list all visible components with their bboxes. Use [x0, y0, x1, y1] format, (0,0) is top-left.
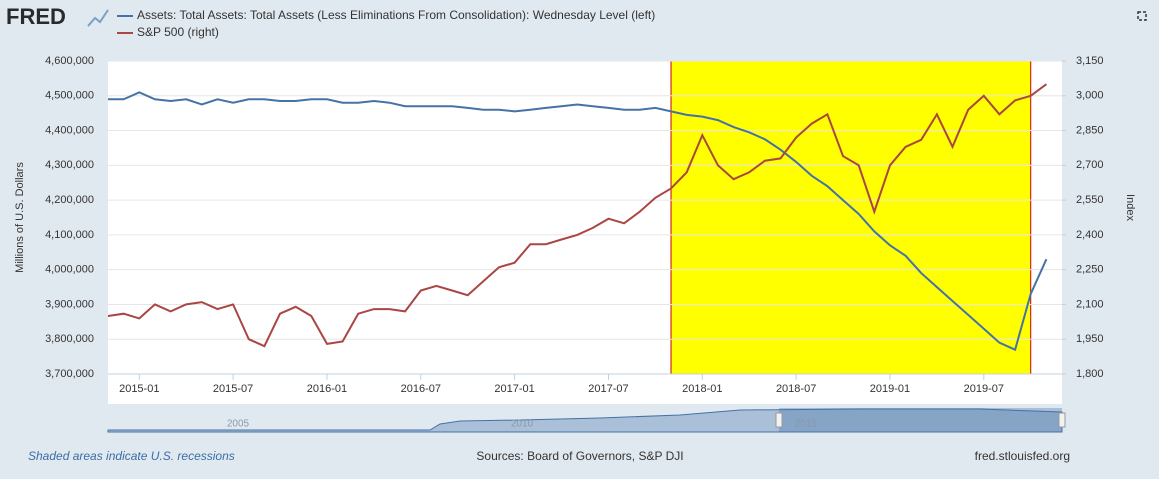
y-tick-label: 4,600,000 — [45, 55, 94, 67]
x-tick-label: 2019-01 — [870, 383, 910, 395]
y2-tick-label: 2,700 — [1076, 159, 1104, 171]
footer-sources: Sources: Board of Governors, S&P DJI — [476, 449, 683, 463]
logo-icon — [87, 9, 109, 27]
y2-axis-label: Index — [1124, 194, 1136, 221]
y2-tick-label: 2,400 — [1076, 229, 1104, 241]
fullscreen-button[interactable] — [1137, 11, 1147, 21]
series-line — [108, 91, 1048, 352]
y-tick-label: 4,200,000 — [45, 194, 94, 206]
x-tick-label: 2016-07 — [401, 383, 441, 395]
y2-tick-label: 1,800 — [1076, 368, 1104, 380]
footer-note: Shaded areas indicate U.S. recessions — [28, 449, 235, 463]
navigator-handle[interactable] — [1058, 412, 1066, 428]
x-tick-label: 2016-01 — [307, 383, 347, 395]
x-axis-band — [108, 374, 1062, 404]
navigator-label: 2015 — [795, 419, 818, 430]
x-tick-label: 2017-01 — [494, 383, 534, 395]
y-tick-label: 4,100,000 — [45, 229, 94, 241]
legend-label: S&P 500 (right) — [137, 25, 219, 39]
y-tick-label: 4,500,000 — [45, 90, 94, 102]
y-tick-label: 4,400,000 — [45, 124, 94, 136]
y2-tick-label: 1,950 — [1076, 333, 1104, 345]
navigator-label: 2005 — [227, 419, 250, 430]
navigator-selection[interactable] — [779, 408, 1062, 432]
y2-tick-label: 2,550 — [1076, 194, 1104, 206]
y-tick-label: 4,300,000 — [45, 159, 94, 171]
y-tick-label: 3,800,000 — [45, 333, 94, 345]
y2-tick-label: 2,850 — [1076, 124, 1104, 136]
y-tick-label: 4,000,000 — [45, 264, 94, 276]
highlight-box — [670, 60, 1032, 375]
logo: FRED — [6, 4, 66, 29]
x-tick-label: 2015-01 — [119, 383, 159, 395]
y-axis-label: Millions of U.S. Dollars — [14, 162, 26, 273]
navigator-label: 2010 — [511, 419, 534, 430]
y2-tick-label: 3,000 — [1076, 90, 1104, 102]
series-line — [107, 83, 1047, 348]
x-tick-label: 2018-01 — [682, 383, 722, 395]
x-tick-label: 2018-07 — [776, 383, 816, 395]
legend-label: Assets: Total Assets: Total Assets (Less… — [137, 8, 655, 22]
y2-tick-label: 2,100 — [1076, 298, 1104, 310]
y2-tick-label: 2,250 — [1076, 264, 1104, 276]
navigator — [107, 408, 1066, 433]
x-tick-label: 2019-07 — [964, 383, 1004, 395]
x-tick-label: 2015-07 — [213, 383, 253, 395]
y-tick-label: 3,700,000 — [45, 368, 94, 380]
footer-site: fred.stlouisfed.org — [975, 449, 1070, 463]
navigator-area — [107, 408, 1063, 433]
y-tick-label: 3,900,000 — [45, 298, 94, 310]
navigator-handle[interactable] — [775, 412, 783, 428]
y2-tick-label: 3,150 — [1076, 55, 1104, 67]
x-tick-label: 2017-07 — [588, 383, 628, 395]
